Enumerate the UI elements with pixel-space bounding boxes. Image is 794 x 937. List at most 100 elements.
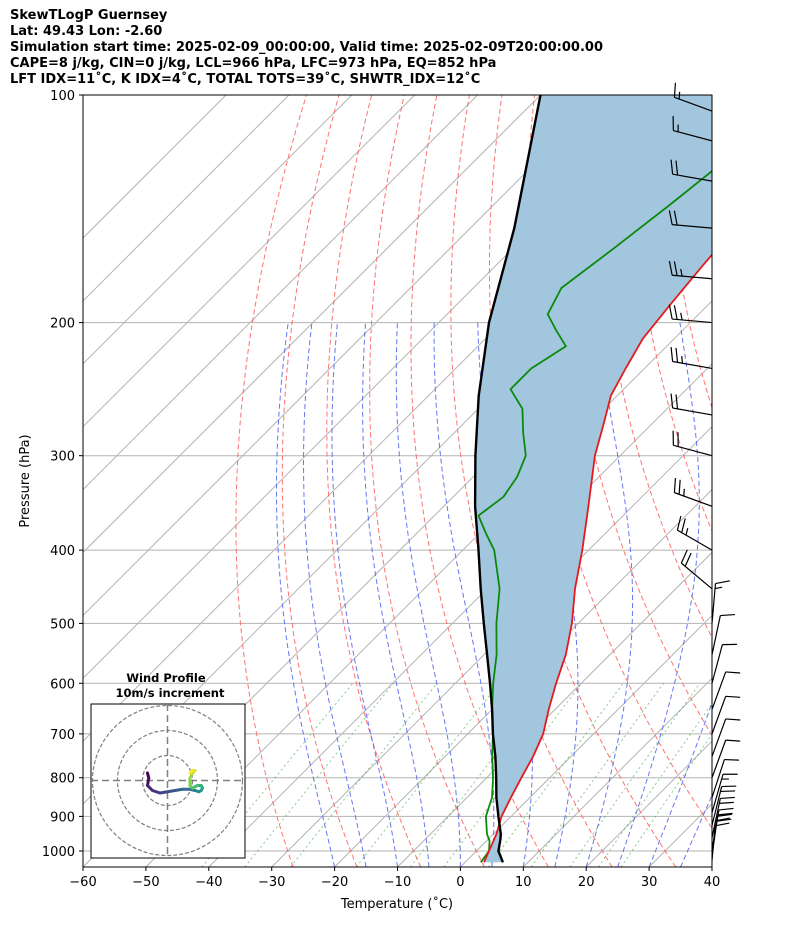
wind-barb [668, 304, 713, 324]
x-tick-label: −30 [258, 875, 285, 890]
y-tick-label: 300 [50, 450, 75, 465]
wind-barb-full [725, 739, 741, 742]
wind-barb-full [673, 261, 678, 276]
wind-barb-staff [674, 96, 713, 112]
wind-barb [673, 82, 713, 112]
moist-adiabat [585, 322, 634, 867]
y-tick-label: 200 [50, 317, 75, 332]
wind-barb-staff [711, 718, 727, 757]
wind-barb-full [670, 393, 674, 409]
moist-adiabat [303, 322, 367, 867]
moist-adiabat [276, 322, 336, 867]
x-tick-label: −40 [195, 875, 222, 890]
cape-fill-layer [475, 95, 712, 863]
wind-barb [711, 613, 735, 655]
hodograph-segment [188, 769, 194, 775]
wind-barb-full [720, 796, 735, 800]
wind-barb [711, 807, 734, 850]
y-tick-label: 900 [50, 810, 75, 825]
wind-barb-full [684, 552, 692, 567]
wind-barb-full [715, 580, 730, 585]
wind-barb-half [680, 268, 683, 277]
y-axis-label: Pressure (hPa) [18, 434, 33, 527]
moist-adiabat [648, 701, 712, 867]
wind-barb-half [680, 312, 683, 321]
wind-barb-staff [711, 786, 723, 826]
x-tick-label: −60 [69, 875, 96, 890]
y-tick-label: 400 [50, 544, 75, 559]
mixing-ratio-line [355, 682, 500, 867]
wind-barb-staff [674, 492, 713, 507]
wind-barb-staff [680, 562, 713, 590]
wind-barb [670, 159, 713, 182]
y-tick-label: 600 [50, 677, 75, 692]
hodograph-subtitle: 10m/s increment [116, 686, 225, 700]
hodograph-title: Wind Profile [126, 671, 206, 685]
x-tick-label: 10 [515, 875, 532, 890]
wind-barb-full [668, 210, 673, 225]
wind-barb-full [716, 818, 732, 822]
moist-adiabat [362, 322, 430, 867]
x-tick-label: 20 [578, 875, 595, 890]
wind-barb [673, 478, 713, 507]
wind-barb [711, 773, 738, 813]
mixing-ratio-line [487, 683, 624, 867]
x-tick-label: 30 [641, 875, 658, 890]
parcel-profile-line [473, 95, 542, 863]
wind-barb-full [675, 394, 679, 409]
wind-barb [711, 671, 741, 710]
moist-adiabat [331, 322, 398, 867]
dry-adiabat [369, 95, 485, 867]
wind-barb-full [668, 260, 673, 276]
wind-barb-staff [672, 407, 713, 416]
wind-barb-full [725, 695, 741, 698]
wind-barb-staff [673, 129, 713, 142]
wind-barb-half [714, 586, 723, 590]
wind-barbs [668, 82, 741, 861]
dry-adiabat [730, 95, 794, 867]
isotherm-line [460, 614, 712, 867]
title-indices: LFT IDX=11˚C, K IDX=4˚C, TOTAL TOTS=39˚C… [10, 72, 481, 87]
wind-barb [672, 115, 713, 142]
wind-barb-full [680, 549, 688, 564]
wind-barb-full [717, 813, 733, 817]
wind-barb-staff [711, 671, 727, 710]
wind-barb-full [714, 822, 730, 827]
y-tick-label: 500 [50, 617, 75, 632]
axes-layer: −60 −50 −40 −30 −20 −10 0 10 20 30 40 1000 900 800 700… [42, 89, 720, 890]
title-location: Lat: 49.43 Lon: -2.60 [10, 24, 163, 39]
wind-barb-staff [711, 809, 720, 850]
mixing-ratio-line [244, 682, 394, 867]
mixing-ratio-line [569, 683, 701, 867]
moist-adiabat [680, 794, 712, 867]
isotherm-line [83, 95, 353, 365]
wind-barb-full [718, 812, 733, 816]
mixing-ratio-line [290, 682, 438, 867]
wind-barb-staff [711, 615, 721, 655]
y-tick-label: 100 [50, 89, 75, 104]
dry-adiabat [597, 95, 712, 639]
moist-adiabat [395, 322, 461, 867]
dewpoint-line [477, 169, 712, 863]
x-axis-label: Temperature (˚C) [340, 896, 453, 912]
wind-barb-full [720, 613, 735, 617]
x-tick-label: −20 [321, 875, 348, 890]
wind-barb-full [718, 807, 734, 811]
wind-barb-full [676, 515, 682, 531]
dry-adiabat [410, 95, 549, 867]
wind-barb-staff [672, 360, 713, 370]
wind-barb-staff [677, 529, 713, 551]
wind-barb-full [724, 758, 739, 761]
hodograph-plot [91, 704, 245, 858]
wind-barb [711, 739, 741, 778]
isotherm-line [83, 95, 416, 428]
dry-adiabat [450, 95, 613, 867]
y-tick-label: 700 [50, 728, 75, 743]
wind-barb-half [678, 91, 681, 100]
mixing-ratio-line [597, 702, 712, 867]
wind-barb-staff [711, 759, 725, 798]
wind-barb [668, 260, 713, 280]
y-tick-label: 800 [50, 772, 75, 787]
title-station: SkewTLogP Guernsey [10, 8, 168, 23]
